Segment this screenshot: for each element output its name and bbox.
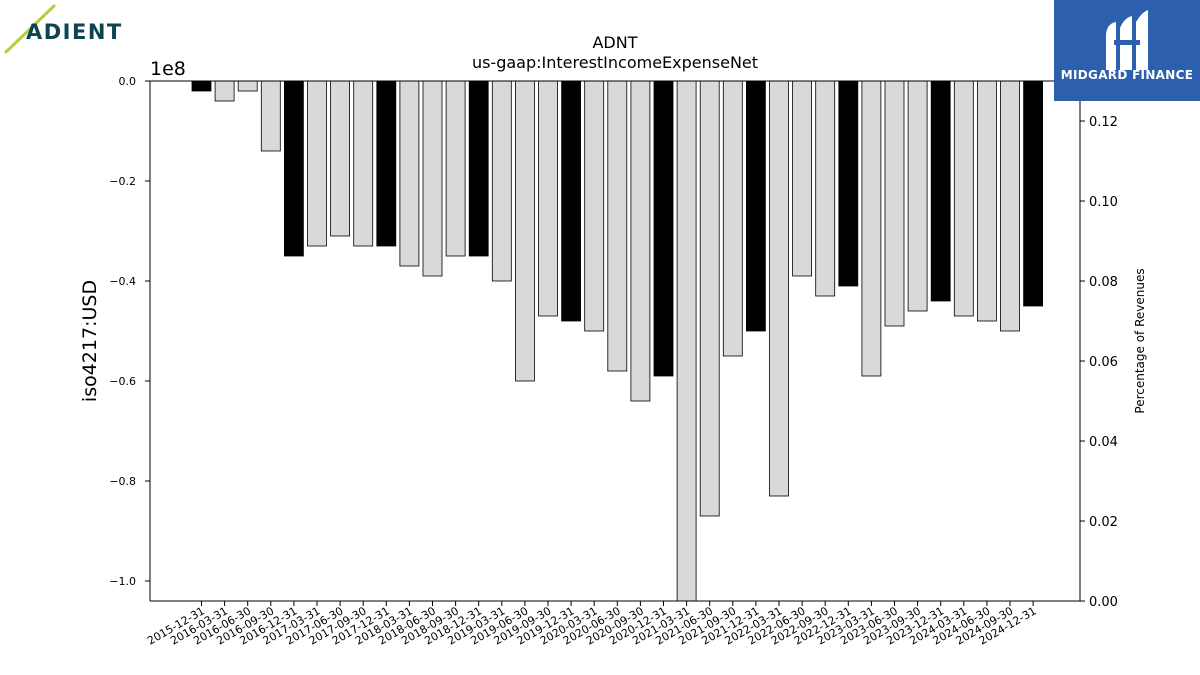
bar [214,80,235,102]
y2-tick-label: 0.00 [1089,595,1118,610]
bar [792,80,812,277]
bar [1023,80,1043,307]
adient-slash-icon [4,4,56,54]
bar [838,80,859,287]
y2-tick-label: 0.10 [1089,195,1118,210]
y-tick-label: −0.6 [109,375,136,388]
bar [953,80,974,317]
bars-group [191,80,1043,602]
bar [1000,80,1020,332]
bar [330,80,351,237]
y-tick-label: −1.0 [109,575,136,588]
bar [676,80,697,602]
bar [653,80,674,377]
midgard-logo-text: MIDGARD FINANCE [1060,68,1194,82]
bar [746,80,766,332]
bar [283,80,304,257]
bar [699,80,720,517]
bar [515,80,535,382]
bar [191,80,212,92]
y2-tick-label: 0.12 [1089,115,1118,130]
bar [769,80,789,497]
bar [630,80,651,402]
bar [815,80,836,297]
midgard-finance-logo: MIDGARD FINANCE [1054,0,1200,101]
y2-tick-label: 0.06 [1089,355,1118,370]
y-tick-label: −0.8 [109,475,136,488]
bar [491,80,512,282]
bar [561,80,581,322]
bar [861,80,882,377]
bar [538,80,558,317]
y2-tick-label: 0.08 [1089,275,1118,290]
y-axis-offset-label: 1e8 [150,58,186,80]
bar [353,80,374,247]
y2-tick-label: 0.04 [1089,435,1118,450]
y-ticks-group: 0.0 −0.2 −0.4 −0.6 −0.8 −1.0 [109,75,150,588]
y-tick-label: −0.4 [109,275,136,288]
bar [584,80,605,332]
chart-subtitle: us-gaap:InterestIncomeExpenseNet [472,53,758,72]
bar [930,80,951,302]
bar [722,80,743,357]
bar [399,80,420,267]
bar [237,80,258,92]
y-axis-label: iso4217:USD [79,280,101,402]
adient-logo-text: ADIENT [26,20,123,44]
chart-title: ADNT [592,33,637,52]
bar [468,80,489,257]
bar [607,80,628,372]
bar [907,80,928,312]
y2-ticks-group: 0.00 0.02 0.04 0.06 0.08 0.10 0.12 [1080,115,1118,610]
axes-group [149,80,1081,602]
bar [422,80,443,277]
y2-tick-label: 0.02 [1089,515,1118,530]
x-ticks-group: 2015-12-312016-03-312016-06-302016-09-30… [145,601,1039,648]
bar [884,80,905,327]
midgard-emblem-icon [1106,10,1148,70]
y2-axis-label: Percentage of Revenues [1133,268,1147,413]
bar [977,80,997,322]
bar [260,80,281,152]
y-tick-label: 0.0 [119,75,137,88]
bar [307,80,327,247]
bar [445,80,466,257]
y-tick-label: −0.2 [109,175,136,188]
adient-logo: ADIENT [4,4,134,56]
bar [376,80,397,247]
